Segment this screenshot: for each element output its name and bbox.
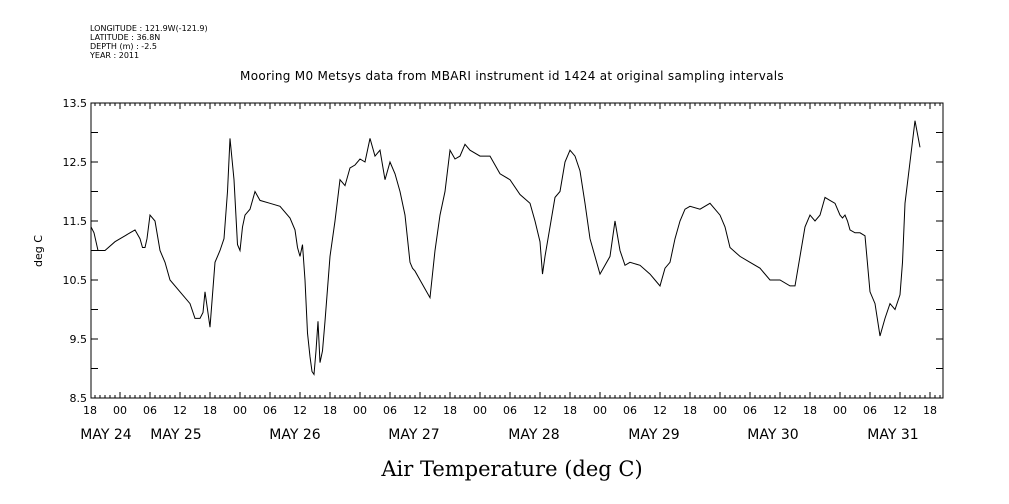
x-tick-label: 06 <box>863 404 877 417</box>
x-tick-label: 00 <box>233 404 247 417</box>
x-date-labels: MAY 24 MAY 25 MAY 26 MAY 27 MAY 28 MAY 29 MAY … <box>80 427 918 443</box>
y-axis-title: deg C <box>32 235 45 267</box>
longitude-label: LONGITUDE : 121.9W(-121.9) <box>90 24 208 33</box>
x-tick-label: 00 <box>713 404 727 417</box>
x-tick-label: 12 <box>413 404 427 417</box>
x-tick-label: 06 <box>623 404 637 417</box>
x-tick-label: 00 <box>113 404 127 417</box>
x-tick-label: 06 <box>383 404 397 417</box>
y-tick-label: 9.5 <box>70 333 88 346</box>
x-tick-label: 18 <box>563 404 577 417</box>
x-tick-label: 18 <box>683 404 697 417</box>
x-date-label: MAY 31 <box>867 427 918 443</box>
x-tick-label: 18 <box>83 404 97 417</box>
y-tick-label: 10.5 <box>63 274 88 287</box>
x-tick-label: 12 <box>773 404 787 417</box>
x-tick-label: 12 <box>653 404 667 417</box>
x-tick-label: 18 <box>323 404 337 417</box>
x-date-label: MAY 25 <box>150 427 201 443</box>
x-date-label: MAY 28 <box>508 427 559 443</box>
x-tick-label: 18 <box>923 404 937 417</box>
x-tick-label: 12 <box>893 404 907 417</box>
x-axis-title: Air Temperature (deg C) <box>380 457 642 481</box>
x-date-label: MAY 30 <box>747 427 798 443</box>
y-tick-label: 13.5 <box>63 97 88 110</box>
plot-frame <box>90 102 944 399</box>
axis-ticks <box>91 102 943 399</box>
y-tick-label: 12.5 <box>63 156 88 169</box>
y-tick-labels: 8.5 9.5 10.5 11.5 12.5 13.5 <box>63 97 88 405</box>
x-tick-label: 12 <box>293 404 307 417</box>
x-tick-label: 18 <box>803 404 817 417</box>
chart-title: Mooring M0 Metsys data from MBARI instru… <box>240 69 784 83</box>
x-tick-label: 06 <box>143 404 157 417</box>
x-tick-label: 00 <box>473 404 487 417</box>
x-tick-label: 12 <box>173 404 187 417</box>
x-tick-label: 00 <box>353 404 367 417</box>
latitude-label: LATITUDE : 36.8N <box>90 33 160 42</box>
x-tick-labels: 18 00 06 12 18 00 06 12 18 00 06 12 18 00 06 12 18 00 06 12… <box>83 404 937 417</box>
x-date-label: MAY 29 <box>628 427 679 443</box>
y-tick-label: 8.5 <box>70 392 88 405</box>
x-tick-label: 18 <box>203 404 217 417</box>
x-date-label: MAY 26 <box>269 427 320 443</box>
x-tick-label: 06 <box>503 404 517 417</box>
series-line-air-temperature <box>90 120 921 376</box>
x-tick-label: 12 <box>533 404 547 417</box>
x-date-label: MAY 27 <box>388 427 439 443</box>
y-tick-label: 11.5 <box>63 215 88 228</box>
year-label: YEAR : 2011 <box>89 51 139 60</box>
x-date-label: MAY 24 <box>80 427 131 443</box>
x-tick-label: 06 <box>263 404 277 417</box>
x-tick-label: 06 <box>743 404 757 417</box>
x-tick-label: 18 <box>443 404 457 417</box>
depth-label: DEPTH (m) : -2.5 <box>90 42 157 51</box>
x-tick-label: 00 <box>833 404 847 417</box>
x-tick-label: 00 <box>593 404 607 417</box>
